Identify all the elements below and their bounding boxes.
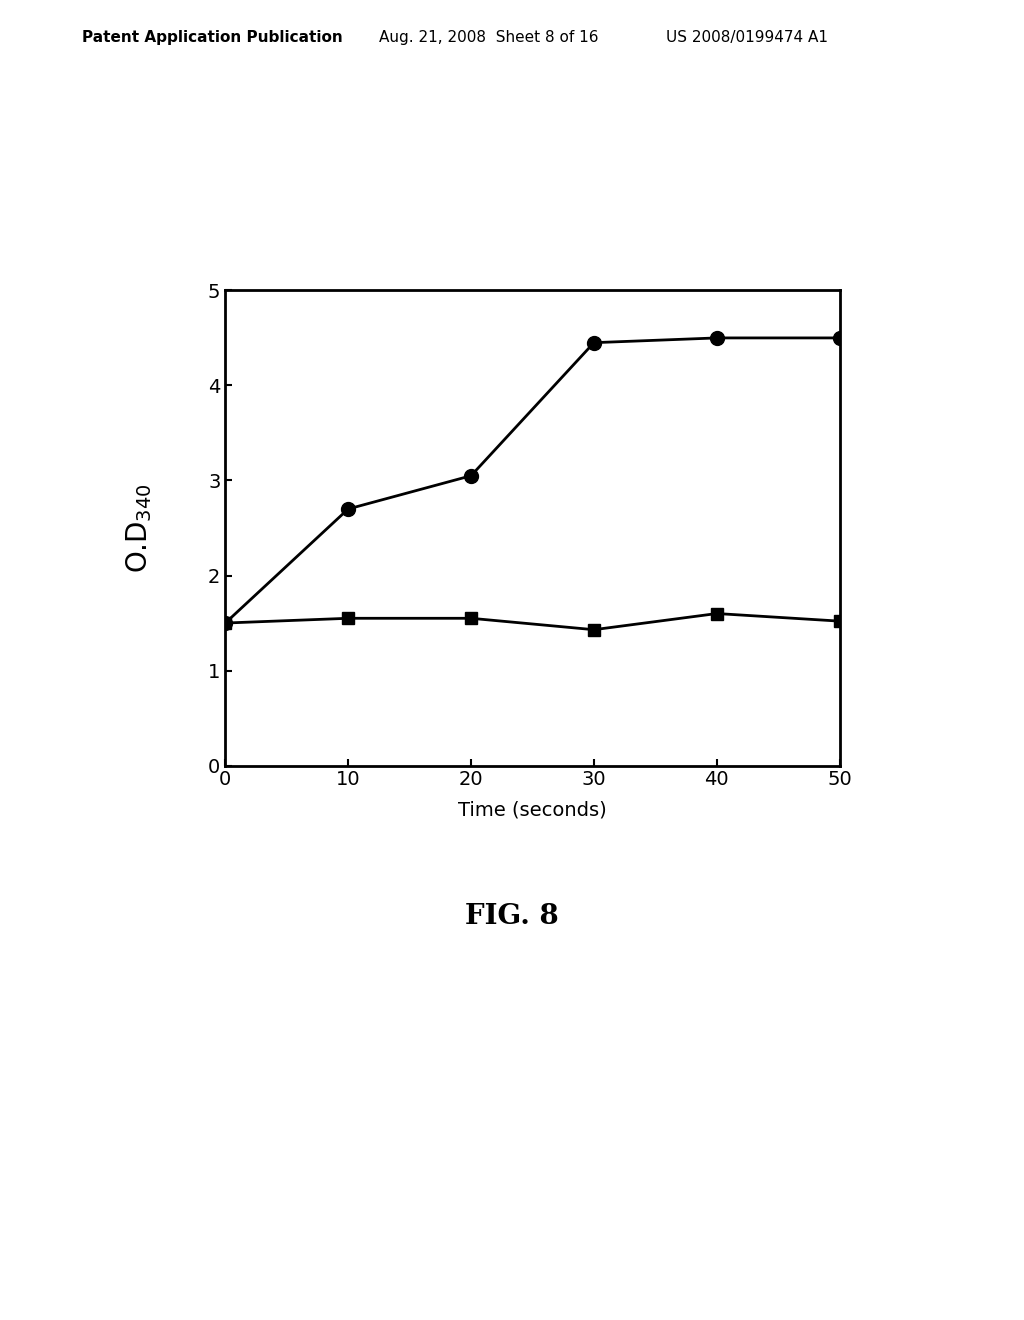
Text: Patent Application Publication: Patent Application Publication <box>82 30 343 45</box>
X-axis label: Time (seconds): Time (seconds) <box>458 800 607 820</box>
Text: FIG. 8: FIG. 8 <box>465 903 559 931</box>
Text: O.D$_{340}$: O.D$_{340}$ <box>124 483 155 573</box>
Text: US 2008/0199474 A1: US 2008/0199474 A1 <box>666 30 827 45</box>
Text: Aug. 21, 2008  Sheet 8 of 16: Aug. 21, 2008 Sheet 8 of 16 <box>379 30 598 45</box>
